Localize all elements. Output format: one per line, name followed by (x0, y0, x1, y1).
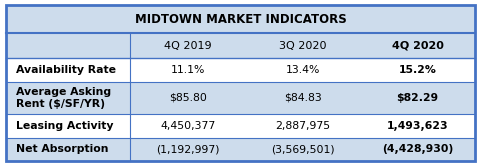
Text: MIDTOWN MARKET INDICATORS: MIDTOWN MARKET INDICATORS (134, 13, 346, 26)
Bar (6, 58, 474, 82)
Text: 11.1%: 11.1% (170, 65, 204, 75)
Text: $85.80: $85.80 (168, 93, 206, 103)
Text: Net Absorption: Net Absorption (16, 144, 108, 154)
Text: 4,450,377: 4,450,377 (160, 121, 215, 131)
Text: (3,569,501): (3,569,501) (270, 144, 334, 154)
Text: (4,428,930): (4,428,930) (381, 144, 452, 154)
Text: (1,192,997): (1,192,997) (156, 144, 219, 154)
Text: Average Asking
Rent ($/SF/YR): Average Asking Rent ($/SF/YR) (16, 87, 111, 109)
Text: $82.29: $82.29 (396, 93, 438, 103)
Text: 4Q 2020: 4Q 2020 (391, 41, 443, 51)
Text: 3Q 2020: 3Q 2020 (278, 41, 326, 51)
Text: 1,493,623: 1,493,623 (386, 121, 447, 131)
Text: Availability Rate: Availability Rate (16, 65, 116, 75)
Text: 15.2%: 15.2% (398, 65, 435, 75)
Text: Leasing Activity: Leasing Activity (16, 121, 113, 131)
Bar (6, 33, 474, 58)
Bar (6, 114, 474, 138)
Bar (6, 5, 474, 33)
Bar (6, 82, 474, 114)
Text: 4Q 2019: 4Q 2019 (164, 41, 211, 51)
Bar (6, 138, 474, 161)
Text: $84.83: $84.83 (283, 93, 321, 103)
Text: 13.4%: 13.4% (285, 65, 319, 75)
Text: 2,887,975: 2,887,975 (275, 121, 329, 131)
